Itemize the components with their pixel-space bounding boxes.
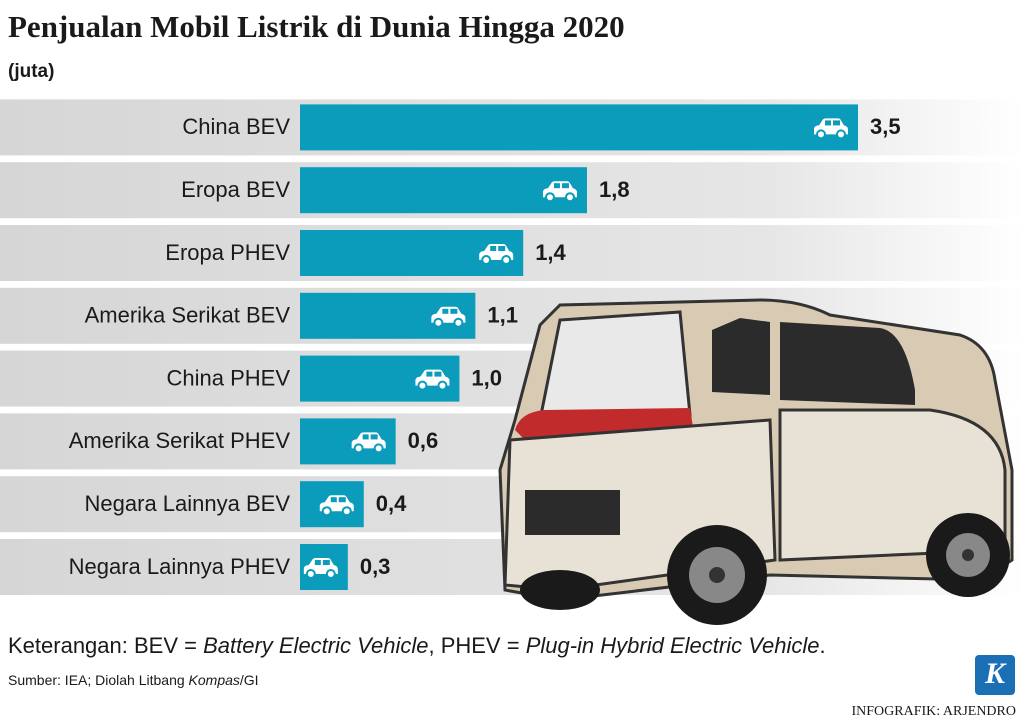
value-label: 0,6 (408, 428, 439, 453)
note: Keterangan: BEV = Battery Electric Vehic… (8, 633, 826, 658)
note-part: Battery Electric Vehicle (203, 633, 428, 658)
value-label: 0,3 (360, 554, 391, 579)
value-label: 1,0 (471, 365, 502, 390)
car-illustration (498, 298, 1014, 625)
category-label: Negara Lainnya BEV (85, 491, 291, 516)
value-label: 3,5 (870, 114, 901, 139)
bar (300, 167, 587, 214)
value-label: 1,8 (599, 177, 630, 202)
logo-box (975, 655, 1015, 695)
category-label: Amerika Serikat PHEV (69, 428, 291, 453)
value-label: 1,4 (535, 240, 566, 265)
credit: INFOGRAFIK: ARJENDRO (851, 704, 1016, 719)
category-label: Negara Lainnya PHEV (69, 554, 291, 579)
source-part: Kompas (189, 672, 240, 688)
category-label: Eropa BEV (181, 177, 290, 202)
source-part: Sumber: IEA; Diolah Litbang (8, 672, 189, 688)
note-part: Keterangan: BEV = (8, 633, 203, 658)
subtitle: (juta) (8, 61, 54, 82)
category-label: Amerika Serikat BEV (85, 303, 291, 328)
note-part: Plug-in Hybrid Electric Vehicle (526, 633, 820, 658)
chart-title: Penjualan Mobil Listrik di Dunia Hingga … (8, 9, 625, 44)
category-label: China BEV (182, 114, 290, 139)
value-label: 1,1 (487, 303, 518, 328)
category-label: China PHEV (166, 365, 290, 390)
bar (300, 104, 858, 151)
note-part: . (820, 633, 826, 658)
value-label: 0,4 (376, 491, 407, 516)
logo: K (984, 657, 1007, 690)
source: Sumber: IEA; Diolah Litbang Kompas/GI (8, 672, 259, 688)
note-part: , PHEV = (428, 633, 525, 658)
source-part: /GI (240, 672, 259, 688)
category-label: Eropa PHEV (165, 240, 290, 265)
